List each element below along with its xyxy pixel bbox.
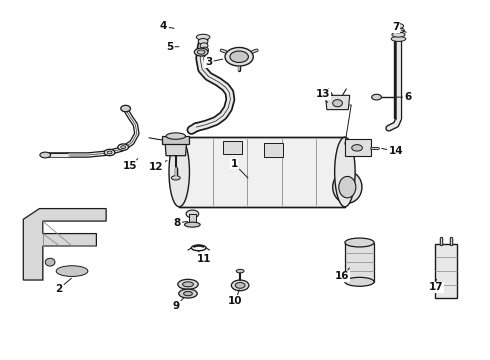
Text: 15: 15 <box>123 158 138 171</box>
Text: 12: 12 <box>149 160 167 172</box>
Text: 3: 3 <box>205 57 223 67</box>
Ellipse shape <box>231 280 249 291</box>
Text: 14: 14 <box>382 147 403 157</box>
Ellipse shape <box>333 100 343 107</box>
Polygon shape <box>24 208 106 280</box>
Text: 9: 9 <box>172 298 184 311</box>
Ellipse shape <box>104 149 115 156</box>
Polygon shape <box>345 139 371 156</box>
Text: 7: 7 <box>392 22 406 32</box>
Ellipse shape <box>183 282 194 287</box>
Ellipse shape <box>236 269 244 273</box>
Ellipse shape <box>235 283 245 288</box>
Text: 2: 2 <box>55 278 72 294</box>
Ellipse shape <box>197 50 205 54</box>
Ellipse shape <box>352 145 363 151</box>
Ellipse shape <box>345 277 374 286</box>
Ellipse shape <box>56 266 88 276</box>
Text: 17: 17 <box>429 279 444 292</box>
Ellipse shape <box>121 146 125 149</box>
Polygon shape <box>325 95 350 110</box>
Text: 13: 13 <box>316 89 330 103</box>
Polygon shape <box>189 214 196 225</box>
Text: 11: 11 <box>196 250 211 264</box>
Bar <box>223 141 242 154</box>
Ellipse shape <box>392 32 405 37</box>
Text: 10: 10 <box>228 290 243 306</box>
Polygon shape <box>165 142 187 156</box>
Text: 4: 4 <box>160 21 174 31</box>
Ellipse shape <box>121 105 130 112</box>
Ellipse shape <box>172 176 180 180</box>
Text: 6: 6 <box>396 92 412 102</box>
Ellipse shape <box>45 258 55 266</box>
Ellipse shape <box>40 152 50 158</box>
Polygon shape <box>179 137 345 207</box>
Ellipse shape <box>196 34 210 40</box>
Ellipse shape <box>107 151 112 154</box>
Text: 5: 5 <box>166 42 179 52</box>
Ellipse shape <box>195 48 208 56</box>
Bar <box>435 244 457 298</box>
Bar <box>265 143 283 157</box>
Ellipse shape <box>200 43 208 49</box>
Ellipse shape <box>335 137 355 207</box>
Ellipse shape <box>186 210 199 218</box>
Ellipse shape <box>178 279 198 289</box>
Text: 1: 1 <box>231 159 248 178</box>
Ellipse shape <box>166 133 186 139</box>
Ellipse shape <box>169 137 190 207</box>
Ellipse shape <box>230 51 248 63</box>
Ellipse shape <box>393 23 404 28</box>
Ellipse shape <box>225 48 253 66</box>
Ellipse shape <box>333 171 362 203</box>
Text: 16: 16 <box>335 268 350 282</box>
Ellipse shape <box>118 144 128 150</box>
Ellipse shape <box>179 289 197 298</box>
Ellipse shape <box>372 94 381 100</box>
Ellipse shape <box>339 176 356 198</box>
Ellipse shape <box>198 39 208 44</box>
Ellipse shape <box>184 292 193 296</box>
Ellipse shape <box>185 222 200 227</box>
Ellipse shape <box>391 36 406 41</box>
Ellipse shape <box>202 47 208 53</box>
Polygon shape <box>162 136 190 144</box>
Text: 8: 8 <box>173 218 188 228</box>
Ellipse shape <box>345 238 374 247</box>
Ellipse shape <box>392 28 404 33</box>
Polygon shape <box>345 243 374 282</box>
